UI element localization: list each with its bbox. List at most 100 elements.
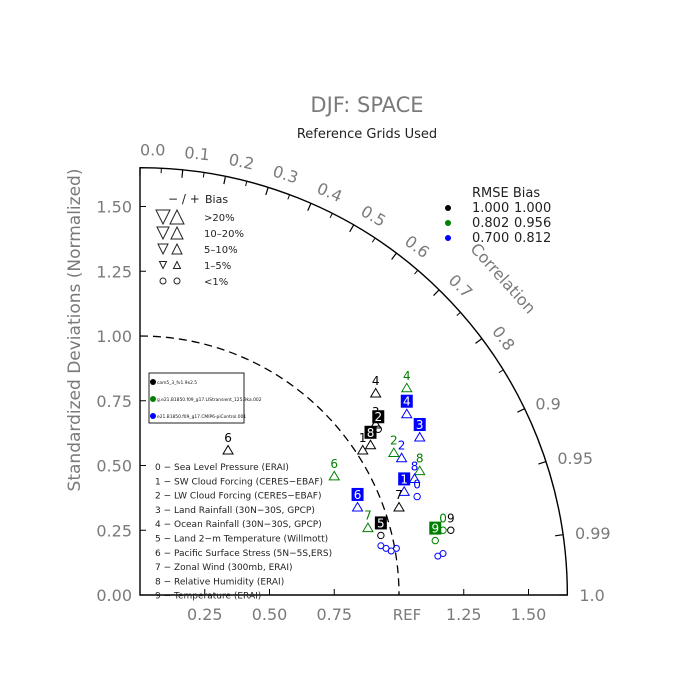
bias-value: 0.812 bbox=[514, 231, 551, 246]
data-point-label: 9 bbox=[431, 522, 439, 536]
bias-legend-label: 1–5% bbox=[204, 261, 231, 272]
data-point-marker bbox=[413, 492, 421, 501]
y-tick-label: 0.00 bbox=[96, 586, 132, 605]
case-legend-box bbox=[148, 372, 245, 424]
data-point-label: 8 bbox=[411, 459, 419, 473]
chart-subtitle: Reference Grids Used bbox=[297, 127, 437, 142]
data-point-marker bbox=[393, 501, 405, 512]
data-point-label: 4 bbox=[372, 374, 380, 388]
rmse-value: 0.802 bbox=[472, 216, 509, 231]
rmse-legend-dot bbox=[445, 205, 451, 211]
data-point-label: 4 bbox=[403, 369, 411, 383]
data-points: 44432318228866610775099 bbox=[222, 369, 455, 560]
case-legend-label: g.e21.B1850.f09_g17.LIStransient_125.9ka… bbox=[157, 397, 262, 403]
legends: − / + Bias >20% 10–20% 5–10% 1–5% <1% RMSE Bias… bbox=[148, 186, 551, 602]
corr-minor-tick bbox=[329, 213, 333, 219]
data-point-marker bbox=[362, 522, 374, 533]
bias-legend-label: <1% bbox=[204, 277, 228, 288]
data-point-marker bbox=[222, 444, 234, 455]
data-point-marker bbox=[400, 382, 413, 393]
case-legend-label: e21.B1850.f09_g17.CMIP6-piControl.001 bbox=[157, 414, 246, 420]
data-point-label-box bbox=[413, 418, 426, 432]
corr-tick-label: 0.0 bbox=[140, 141, 165, 160]
data-point-marker bbox=[413, 431, 426, 442]
data-point-marker bbox=[377, 531, 385, 540]
data-point-label: 8 bbox=[416, 452, 424, 466]
variable-legend-item: 1 − SW Cloud Forcing (CERES−EBAF) bbox=[155, 477, 323, 487]
corr-tick-label: 0.9 bbox=[535, 394, 560, 413]
rmse-legend-dot bbox=[445, 235, 451, 241]
bias-down-triangle-icon bbox=[157, 243, 169, 256]
ref-label: REF bbox=[393, 606, 422, 624]
data-point-label: 7 bbox=[364, 509, 372, 523]
bias-circle-icon bbox=[173, 277, 181, 285]
x-tick-label: 0.75 bbox=[316, 605, 352, 624]
x-tick-label: 1.50 bbox=[511, 605, 547, 624]
y-axis-label: Standardized Deviations (Normalized) bbox=[65, 169, 85, 492]
data-point-label: 2 bbox=[398, 439, 406, 453]
corr-tick-mark bbox=[349, 224, 355, 233]
data-point-label: 9 bbox=[447, 511, 455, 525]
corr-tick-label: 0.8 bbox=[488, 322, 518, 354]
data-point-label: 6 bbox=[330, 457, 338, 471]
corr-minor-tick bbox=[245, 181, 248, 187]
bias-legend-header: Bias bbox=[205, 193, 228, 206]
x-tick-label: 0.50 bbox=[252, 605, 288, 624]
bias-value: 0.956 bbox=[514, 216, 551, 231]
rmse-value: 1.000 bbox=[472, 201, 509, 216]
data-point-marker bbox=[400, 408, 413, 419]
data-point-marker bbox=[434, 552, 442, 560]
bias-legend-label: >20% bbox=[204, 213, 235, 224]
data-point-label-box bbox=[374, 516, 387, 530]
bias-up-triangle-icon bbox=[169, 208, 185, 225]
data-point-marker bbox=[431, 536, 439, 545]
data-point-label-box bbox=[400, 394, 413, 408]
case-legend-label: cam5_3_fv1.9x2.5 bbox=[157, 380, 197, 386]
bias-legend-signs: − / + bbox=[168, 192, 200, 206]
variable-legend-item: 9 − Temperature (ERAI) bbox=[155, 592, 261, 602]
y-tick-label: 1.50 bbox=[96, 198, 132, 217]
variable-legend-item: 2 − LW Cloud Forcing (CERES−EBAF) bbox=[155, 492, 321, 502]
corr-tick-mark bbox=[475, 338, 483, 344]
x-tick-label: 1.25 bbox=[446, 605, 482, 624]
data-point-marker bbox=[413, 465, 426, 476]
corr-minor-tick bbox=[414, 269, 419, 275]
bias-legend-label: 5–10% bbox=[204, 245, 238, 256]
corr-tick-mark bbox=[223, 176, 227, 185]
data-point-label: 2 bbox=[374, 410, 382, 424]
y-tick-label: 0.25 bbox=[96, 521, 132, 540]
variable-legend-item: 3 − Land Rainfall (30N−30S, GPCP) bbox=[155, 506, 315, 516]
axes bbox=[139, 166, 569, 596]
variable-legend-item: 8 − Relative Humidity (ERAI) bbox=[155, 577, 284, 587]
y-tick-label: 0.50 bbox=[96, 457, 132, 476]
bias-up-triangle-icon bbox=[172, 260, 182, 269]
corr-tick-label: 0.3 bbox=[271, 162, 301, 188]
corr-tick-label: 0.1 bbox=[184, 143, 211, 164]
bias-legend-label: 10–20% bbox=[204, 229, 244, 240]
data-point-label: 0 bbox=[439, 511, 447, 525]
corr-tick-label: 0.2 bbox=[227, 150, 256, 174]
data-point-label: 5 bbox=[377, 516, 385, 530]
bias-down-triangle-icon bbox=[155, 209, 171, 226]
data-point-marker bbox=[392, 544, 400, 552]
data-point-marker bbox=[398, 485, 411, 496]
y-tick-label: 1.00 bbox=[96, 327, 132, 346]
corr-tick-label: 0.95 bbox=[557, 449, 593, 468]
corr-minor-tick bbox=[202, 172, 205, 178]
data-point-marker bbox=[351, 501, 364, 512]
data-point-label: 7 bbox=[395, 488, 403, 502]
variable-legend-item: 7 − Zonal Wind (300mb, ERAI) bbox=[155, 563, 293, 573]
data-point-marker bbox=[369, 387, 382, 398]
corr-tick-mark bbox=[391, 252, 397, 260]
data-point-label-box bbox=[351, 487, 364, 501]
variable-legend-item: 5 − Land 2−m Temperature (Willmott) bbox=[155, 535, 328, 545]
variable-legend-item: 0 − Sea Level Pressure (ERAI) bbox=[155, 463, 289, 473]
bias-circle-icon bbox=[159, 277, 167, 285]
corr-tick-label: 0.99 bbox=[575, 524, 611, 543]
data-point-label: 2 bbox=[390, 434, 398, 448]
data-point-marker bbox=[356, 444, 369, 455]
reference-arc bbox=[139, 335, 400, 596]
bias-up-triangle-icon bbox=[171, 242, 183, 255]
data-point-label: 1 bbox=[400, 472, 408, 486]
data-point-label: 4 bbox=[403, 395, 411, 409]
